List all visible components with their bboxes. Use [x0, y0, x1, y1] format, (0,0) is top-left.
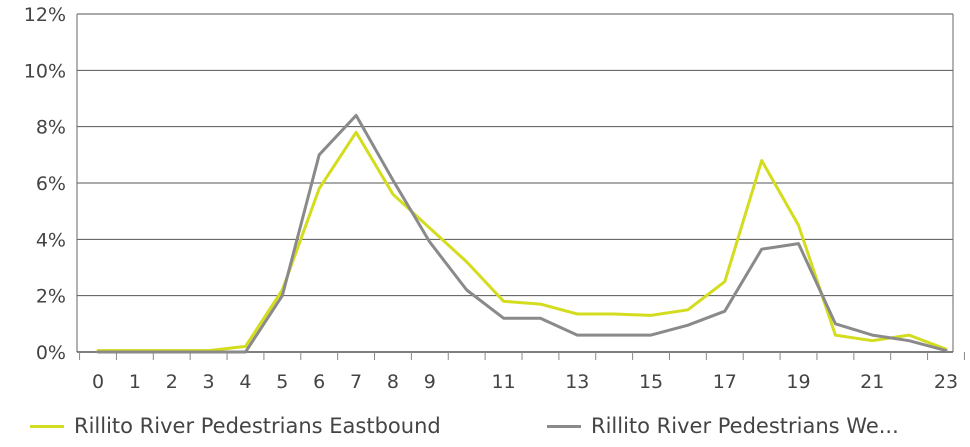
x-tick-label: 1: [129, 371, 141, 393]
legend-label-eastbound: Rillito River Pedestrians Eastbound: [74, 414, 441, 438]
series-line-eastbound: [96, 130, 948, 353]
x-axis-tick-labels: 0 1 2 3 4 5 6 7 8 9 11 13 15 17 19 21 23: [92, 371, 958, 393]
y-tick-label: 0%: [36, 342, 66, 364]
legend-swatch-eastbound: [30, 424, 64, 428]
x-tick-label: 19: [786, 371, 810, 393]
legend-label-westbound: Rillito River Pedestrians We...: [591, 414, 899, 438]
x-tick-label: 15: [639, 371, 663, 393]
x-tick-label: 6: [313, 371, 325, 393]
y-tick-label: 8%: [36, 117, 66, 139]
legend-item-eastbound[interactable]: Rillito River Pedestrians Eastbound: [30, 414, 441, 438]
series-line-westbound: [96, 113, 948, 354]
x-tick-label: 3: [203, 371, 215, 393]
legend-swatch-westbound: [547, 424, 581, 428]
x-tick-label: 21: [860, 371, 884, 393]
x-tick-label: 5: [276, 371, 288, 393]
legend: Rillito River Pedestrians Eastbound Rill…: [0, 406, 970, 446]
x-tick-label: 13: [565, 371, 589, 393]
y-tick-label: 2%: [36, 286, 66, 308]
x-tick-label: 23: [934, 371, 958, 393]
gridlines: [77, 13, 953, 297]
series-lines: [96, 113, 948, 354]
y-axis-tick-labels: 0% 2% 4% 6% 8% 10% 12%: [24, 4, 66, 364]
y-tick-label: 12%: [24, 4, 66, 26]
x-tick-label: 0: [92, 371, 104, 393]
y-tick-label: 6%: [36, 173, 66, 195]
x-tick-label: 8: [387, 371, 399, 393]
x-tick-label: 9: [424, 371, 436, 393]
x-tick-label: 17: [713, 371, 737, 393]
x-tick-label: 7: [350, 371, 362, 393]
y-tick-label: 10%: [24, 60, 66, 82]
x-tick-label: 4: [239, 371, 251, 393]
x-tick-label: 11: [491, 371, 515, 393]
legend-item-westbound[interactable]: Rillito River Pedestrians We...: [547, 414, 899, 438]
x-tick-label: 2: [166, 371, 178, 393]
y-tick-label: 4%: [36, 229, 66, 251]
